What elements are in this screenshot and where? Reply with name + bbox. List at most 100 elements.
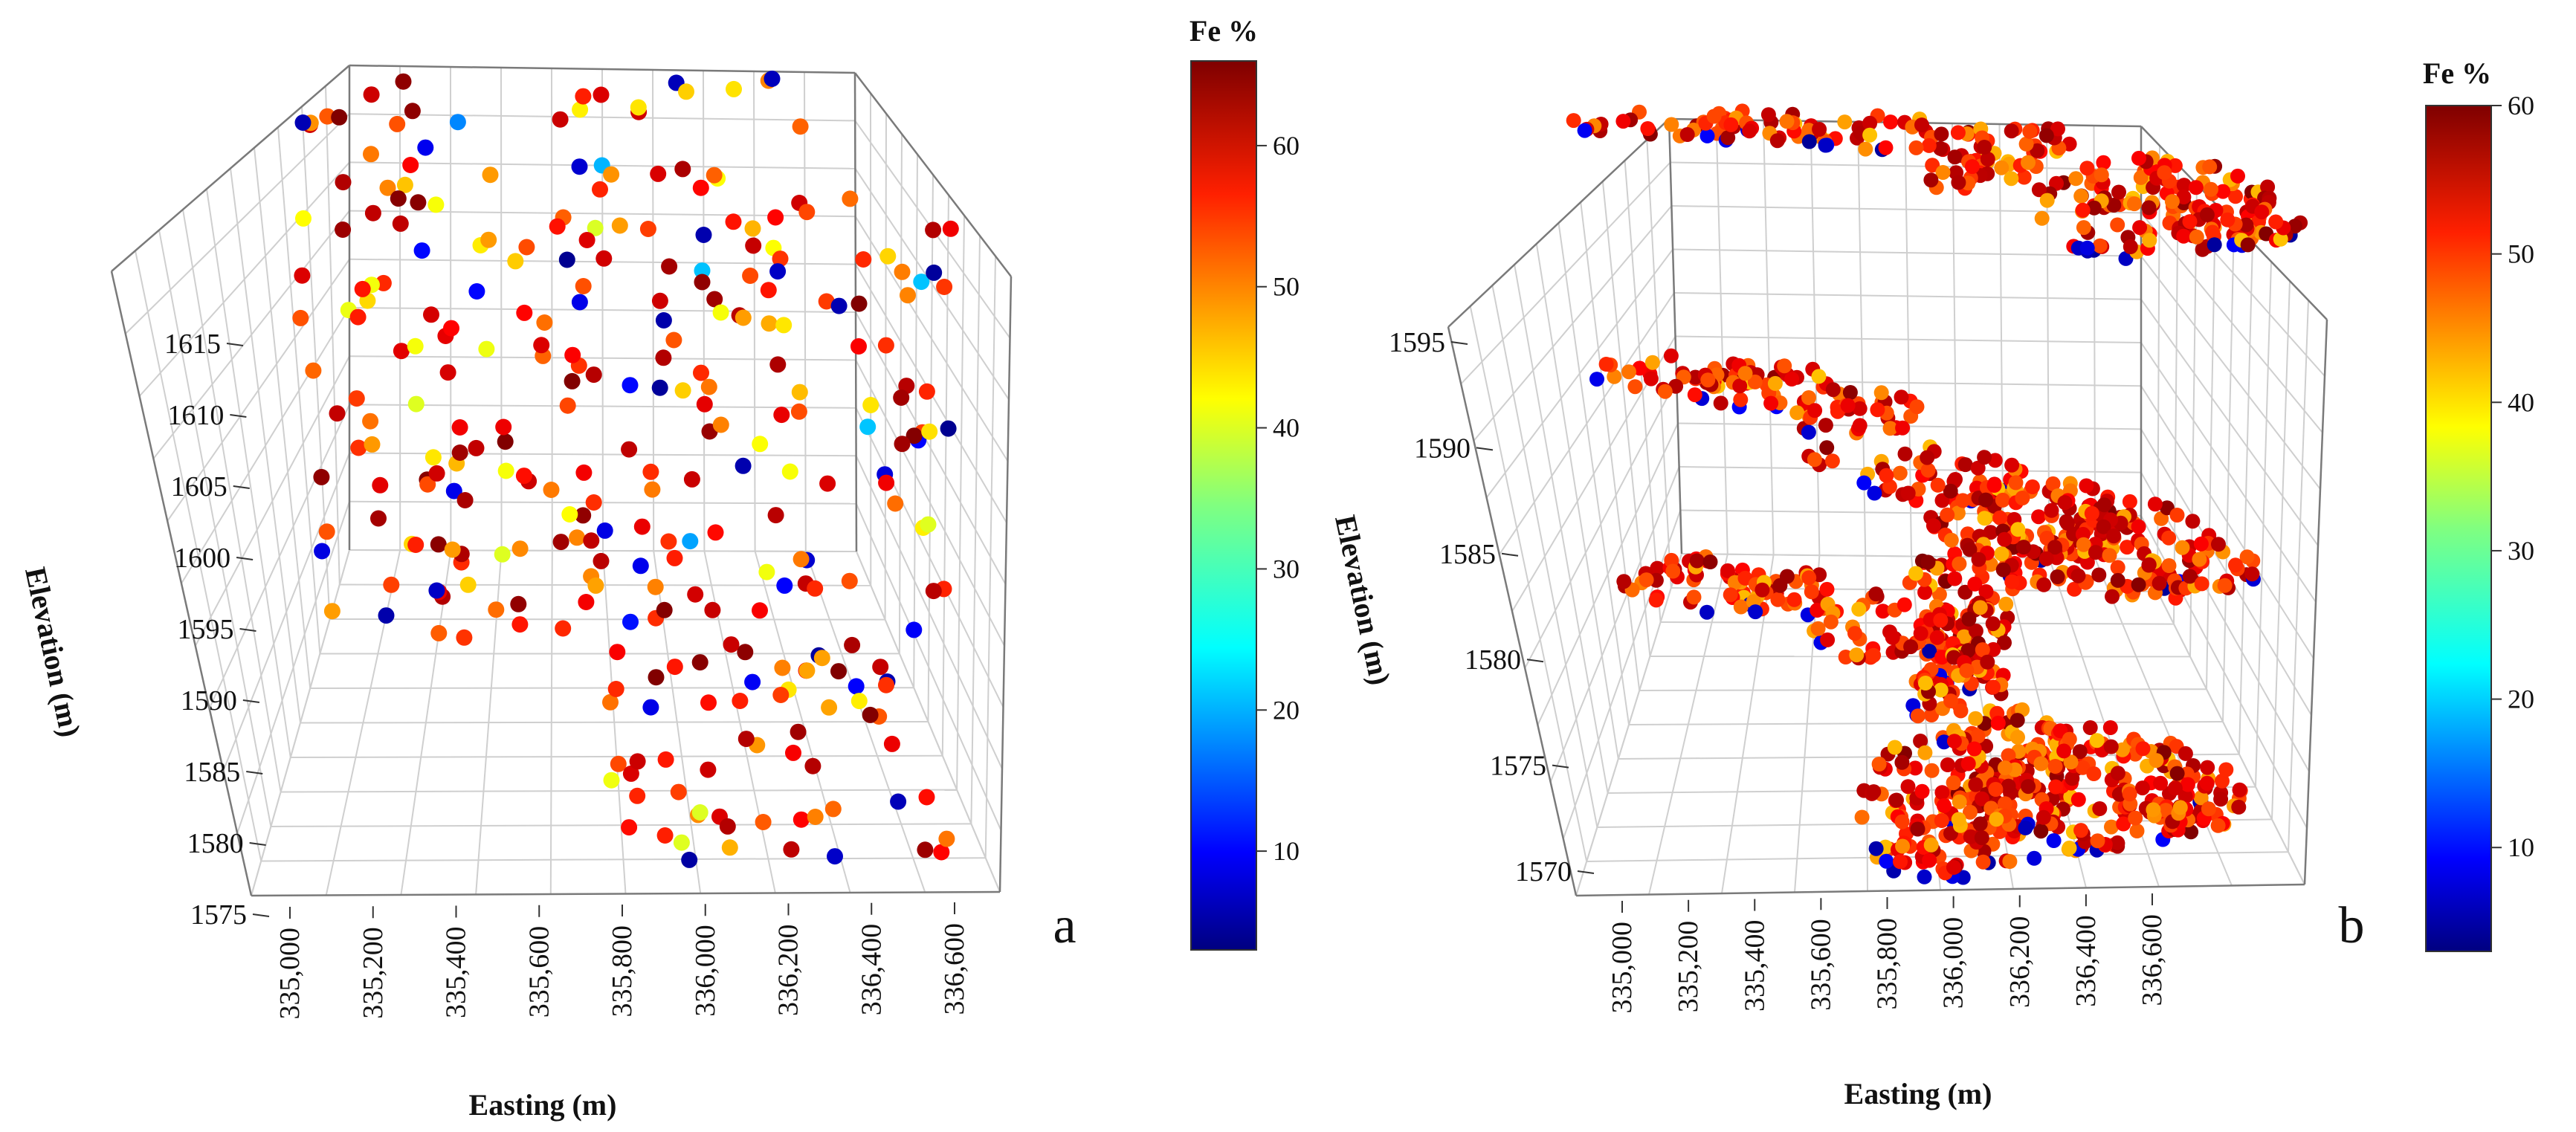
block-point: [2073, 188, 2089, 204]
block-point: [1870, 402, 1885, 418]
block-point: [2022, 123, 2038, 139]
block-point: [2132, 220, 2148, 236]
sample-point: [407, 337, 424, 355]
grid-line: [703, 70, 706, 552]
sample-point: [760, 282, 777, 299]
panel-a-label: a: [1053, 897, 1076, 954]
sample-point: [407, 537, 425, 553]
block-point: [2189, 229, 2204, 245]
block-point: [2021, 155, 2036, 170]
sample-point: [906, 427, 923, 444]
block-point: [2096, 155, 2111, 170]
sample-point: [890, 793, 907, 810]
sample-point: [313, 468, 330, 485]
block-point: [1812, 122, 1827, 137]
block-point: [1978, 492, 1994, 508]
block-point: [1866, 784, 1882, 800]
grid-line: [970, 236, 981, 824]
block-point: [1699, 128, 1715, 143]
block-point: [1952, 794, 1967, 809]
block-point: [1970, 728, 1986, 744]
block-point: [2169, 766, 2185, 781]
grid-line: [1537, 423, 1679, 725]
elevation-tick-mark: [1501, 552, 1519, 557]
block-point: [1931, 586, 1947, 602]
block-point: [1852, 418, 1868, 433]
block-point: [1943, 693, 1959, 709]
block-point: [2128, 810, 2143, 826]
sample-point: [818, 293, 835, 310]
sample-point: [456, 492, 474, 508]
easting-tick-label: 335,800: [1872, 918, 1903, 1010]
block-point: [2218, 762, 2234, 777]
sample-point: [752, 436, 769, 453]
sample-point: [629, 787, 646, 804]
sample-point: [335, 174, 352, 191]
sample-point: [350, 439, 367, 456]
sample-point: [575, 464, 593, 481]
block-point: [1820, 632, 1836, 647]
block-point: [1737, 366, 1753, 381]
sample-point: [610, 755, 627, 772]
block-point: [2134, 780, 2150, 796]
sample-point: [844, 636, 861, 653]
block-point: [1879, 468, 1894, 483]
block-point: [2141, 557, 2157, 572]
sample-point: [622, 613, 639, 630]
block-point: [2090, 833, 2105, 849]
block-point: [2147, 497, 2163, 512]
block-point: [1871, 757, 1887, 772]
sample-point: [887, 495, 904, 512]
block-point: [1858, 141, 1873, 157]
sample-point: [742, 268, 759, 284]
block-point: [2073, 823, 2089, 838]
sample-point: [444, 541, 461, 558]
block-point: [2004, 123, 2019, 139]
block-point: [1968, 777, 1983, 792]
sample-point: [656, 601, 673, 618]
sample-point: [329, 405, 346, 422]
sample-point: [776, 577, 793, 594]
block-point: [1700, 372, 1716, 388]
block-point: [1889, 792, 1904, 808]
easting-tick-label: 336,400: [2070, 915, 2102, 1007]
panel-a-points: [292, 71, 959, 868]
box-edge: [251, 890, 1001, 897]
block-point: [2062, 840, 2077, 856]
block-point: [2039, 193, 2055, 208]
sample-point: [691, 804, 708, 821]
sample-point: [543, 482, 560, 498]
block-point: [2084, 505, 2099, 521]
elevation-tick-label: 1600: [174, 543, 230, 574]
block-point: [2129, 824, 2145, 838]
block-point: [1742, 123, 1757, 139]
sample-point: [575, 88, 592, 105]
block-point: [1784, 372, 1800, 387]
block-point: [1925, 518, 1941, 534]
grid-line: [194, 355, 350, 647]
block-point: [2091, 567, 2107, 583]
block-point: [1985, 616, 2001, 632]
block-point: [1732, 378, 1748, 394]
easting-tick-label: 336,000: [1938, 917, 1969, 1009]
sample-point: [507, 253, 524, 270]
sample-point: [926, 264, 943, 281]
block-point: [2183, 824, 2199, 840]
block-point: [1763, 395, 1779, 411]
block-point: [1818, 138, 1833, 153]
block-point: [1968, 623, 1983, 638]
sample-point: [704, 601, 721, 618]
sample-point: [660, 533, 677, 550]
block-point: [1616, 574, 1632, 589]
sample-point: [883, 735, 900, 752]
sample-point: [632, 557, 649, 575]
block-point: [1897, 446, 1913, 462]
elevation-tick-mark: [1450, 341, 1468, 345]
block-point: [1940, 507, 1955, 523]
block-point: [1868, 586, 1884, 602]
block-point: [1952, 556, 1967, 572]
block-point: [2193, 536, 2209, 552]
panel-b-zlabel: Elevation (m): [1329, 512, 1397, 688]
block-point: [2036, 809, 2051, 825]
